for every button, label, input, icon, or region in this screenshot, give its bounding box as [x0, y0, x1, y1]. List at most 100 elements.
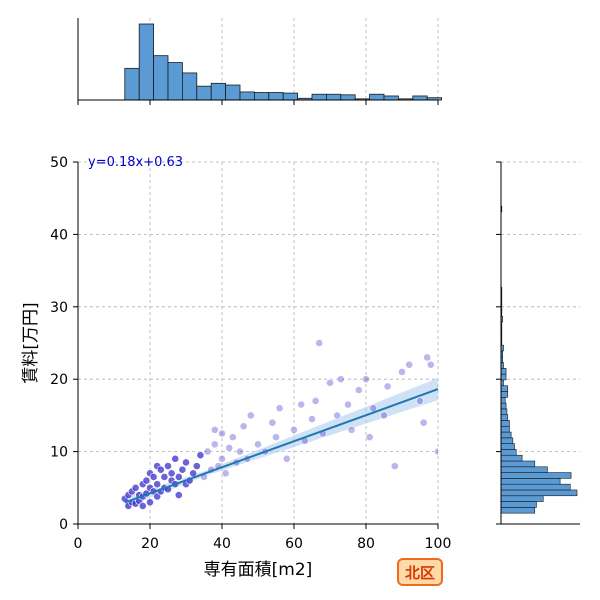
scatter-point: [254, 440, 262, 449]
scatter-point: [434, 447, 438, 456]
right-histogram-bar: [500, 454, 523, 462]
right-histogram-bar: [500, 391, 509, 398]
right-histogram: [496, 161, 580, 525]
right-histogram-bar: [500, 443, 515, 450]
scatter-point: [182, 458, 190, 467]
scatter-point: [196, 451, 205, 460]
right-histogram-bar: [500, 495, 544, 502]
scatter-point: [210, 425, 219, 434]
right-histogram-bar: [500, 425, 510, 433]
right-histogram-bar: [500, 483, 571, 491]
top-histogram: [77, 18, 443, 105]
right-histogram-bar: [500, 507, 536, 514]
top-histogram-bar: [210, 82, 226, 101]
right-histogram-bar: [500, 431, 512, 439]
y-axis-label: 賃料[万円]: [21, 302, 41, 383]
scatter-point: [380, 411, 388, 420]
scatter-point: [390, 462, 399, 470]
right-histogram-bar: [500, 466, 548, 473]
top-histogram-bars: [124, 23, 443, 101]
scatter-point: [160, 473, 169, 481]
scatter-point: [167, 469, 176, 478]
scatter-point: [344, 400, 352, 409]
scatter-point: [174, 491, 183, 499]
top-histogram-ticks: [77, 100, 439, 105]
scatter-point: [156, 465, 165, 474]
top-histogram-bar: [239, 91, 255, 101]
scatter-point: [228, 433, 237, 442]
scatter-point: [218, 454, 226, 463]
top-histogram-bar: [225, 84, 241, 101]
x-tick-label: 20: [141, 536, 159, 552]
scatter-point: [138, 501, 147, 510]
right-histogram-ticks: [496, 161, 501, 525]
x-tick-label: 0: [74, 536, 83, 552]
regression-equation: y=0.18x+0.63: [88, 155, 183, 170]
scatter-point: [239, 422, 248, 431]
scatter-point: [362, 375, 370, 384]
scatter-point: [174, 473, 183, 481]
y-tick-label: 20: [50, 372, 68, 388]
scatter-point: [398, 368, 406, 376]
right-histogram-bar: [500, 414, 509, 421]
right-histogram-bar: [500, 501, 537, 508]
right-histogram-bar: [500, 368, 507, 375]
scatter-point: [153, 480, 162, 489]
x-tick-label: 80: [357, 536, 375, 552]
scatter-point: [347, 425, 356, 434]
y-tick-label: 40: [50, 227, 68, 243]
top-histogram-bar: [138, 23, 154, 101]
scatter-point: [423, 353, 432, 362]
scatter-point: [416, 397, 424, 405]
scatter-point: [171, 454, 180, 463]
right-histogram-bar: [500, 449, 517, 456]
top-histogram-bar: [325, 93, 342, 101]
top-histogram-bar: [282, 92, 299, 101]
district-badge: 北区: [397, 558, 443, 586]
top-histogram-bar: [181, 72, 198, 101]
scatter-point: [365, 433, 374, 442]
scatter-point: [308, 415, 316, 423]
scatter-point: [131, 483, 140, 492]
scatter-point: [333, 411, 342, 420]
x-tick-label: 40: [213, 536, 231, 552]
top-histogram-bar: [153, 55, 169, 101]
scatter-point: [149, 473, 158, 481]
scatter-point: [311, 397, 320, 405]
top-histogram-bar: [196, 85, 212, 101]
right-histogram-bar: [500, 472, 572, 479]
right-histogram-bar: [500, 460, 536, 468]
right-histogram-bar: [500, 489, 578, 497]
scatter-point: [315, 339, 324, 347]
scatter-point: [419, 418, 428, 427]
scatter-point: [236, 447, 244, 456]
scatter-point: [272, 433, 280, 442]
scatter-point: [383, 382, 392, 391]
scatter-point: [290, 425, 298, 434]
y-tick-label: 50: [50, 155, 68, 171]
right-histogram-bar: [500, 385, 509, 392]
x-tick-label: 60: [285, 536, 303, 552]
scatter-point: [326, 378, 334, 387]
x-axis-ticks: 0 20 40 60 80 100: [74, 524, 452, 552]
top-histogram-bar: [340, 94, 356, 101]
scatter-point: [268, 418, 277, 427]
main-grid: [77, 161, 439, 525]
scatter-point: [142, 476, 151, 485]
y-tick-label: 10: [50, 445, 68, 461]
scatter-point: [354, 386, 363, 394]
top-histogram-bar: [311, 93, 327, 101]
right-histogram-bar: [500, 437, 514, 444]
scatter-point: [246, 411, 255, 420]
y-axis-ticks: 0 10 20 30 40 50: [50, 155, 78, 533]
y-tick-label: 0: [59, 517, 68, 533]
top-histogram-bar: [124, 67, 140, 101]
right-histogram-bar: [500, 408, 508, 415]
right-histogram-bar: [500, 396, 506, 404]
right-histogram-bar: [500, 420, 510, 427]
x-tick-label: 100: [425, 536, 452, 552]
right-histogram-bar: [500, 402, 507, 410]
scatter-point: [275, 404, 284, 413]
x-axis-label: 専有面積[m2]: [204, 560, 313, 580]
